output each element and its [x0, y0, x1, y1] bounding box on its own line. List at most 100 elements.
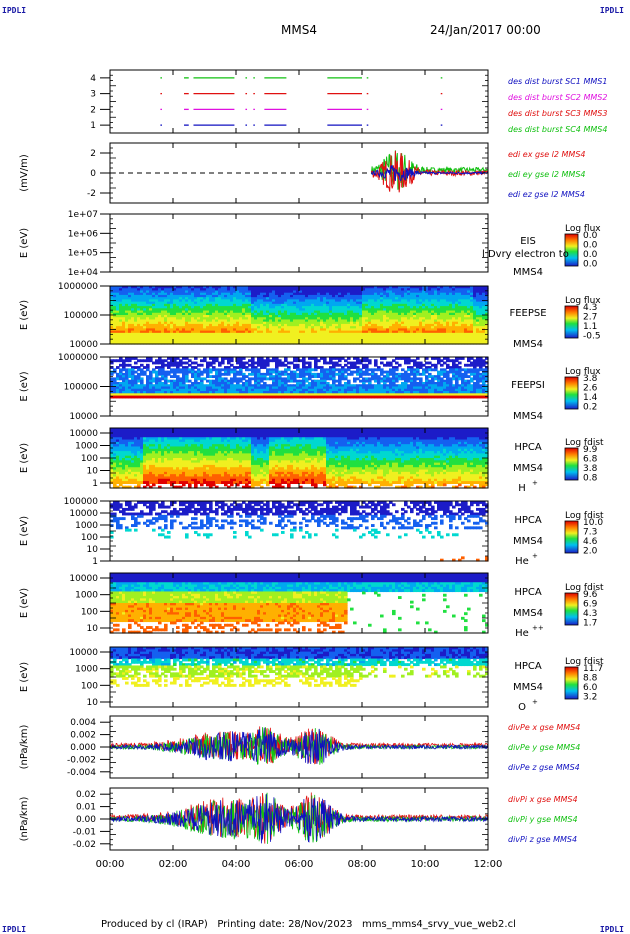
feepse-pixel — [188, 317, 192, 321]
feepse-pixel — [152, 299, 156, 303]
feepse-pixel — [188, 292, 192, 296]
feepse-pixel — [182, 299, 186, 303]
feepse-pixel — [119, 308, 123, 312]
feepse-pixel — [188, 332, 192, 336]
feepse-pixel — [143, 306, 147, 309]
feepse-pixel — [170, 303, 174, 307]
feepse-pixel — [233, 332, 237, 336]
feepse-pixel — [152, 315, 156, 318]
feepse-pixel — [230, 319, 234, 323]
feepse-pixel — [191, 308, 195, 312]
feepse-pixel — [239, 326, 243, 329]
feepse-pixel — [203, 337, 207, 341]
feepse-pixel — [218, 308, 222, 312]
feepse-pixel — [164, 297, 168, 300]
feepse-pixel — [188, 315, 192, 318]
feepse-pixel — [188, 321, 192, 325]
feepse-pixel — [227, 339, 231, 343]
feepse-pixel — [227, 306, 231, 309]
feepse-pixel — [176, 328, 180, 332]
feepse-pixel — [140, 303, 144, 307]
feepse-pixel — [179, 303, 183, 307]
feepse-pixel — [149, 308, 153, 312]
feepse-pixel — [122, 299, 126, 303]
feepse-pixel — [197, 290, 201, 294]
feepse-pixel — [209, 303, 213, 307]
feepse-pixel — [191, 301, 195, 305]
feepse-pixel — [128, 332, 132, 336]
feepse-pixel — [164, 290, 168, 294]
feepse-pixel — [155, 292, 159, 296]
feepse-pixel — [167, 326, 171, 329]
feepse-pixel — [230, 335, 234, 338]
feepse-pixel — [197, 332, 201, 336]
feepse-pixel — [203, 323, 207, 327]
feepse-pixel — [125, 310, 129, 314]
feepsi-pixel — [266, 363, 270, 367]
feepse-pixel — [236, 328, 240, 332]
feepse-pixel — [191, 292, 195, 296]
feepse-pixel — [140, 308, 144, 312]
feepse-pixel — [137, 332, 141, 336]
feepse-pixel — [179, 339, 183, 343]
feepse-pixel — [218, 294, 222, 298]
feepse-pixel — [119, 321, 123, 325]
feepse-pixel — [143, 319, 147, 323]
feepse-pixel — [218, 303, 222, 307]
feepse-pixel — [191, 321, 195, 325]
feepse-pixel — [191, 312, 195, 316]
feepse-pixel — [116, 312, 120, 316]
feepse-pixel — [137, 301, 141, 305]
feepse-pixel — [173, 335, 177, 338]
feepse-pixel — [146, 299, 150, 303]
feepse-pixel — [125, 335, 129, 338]
feepse-pixel — [242, 323, 246, 327]
feepse-pixel — [119, 312, 123, 316]
feepse-pixel — [215, 332, 219, 336]
feepse-pixel — [245, 332, 249, 336]
feepse-pixel — [230, 308, 234, 312]
feepse-pixel — [236, 303, 240, 307]
feepse-pixel — [206, 288, 210, 292]
feepse-pixel — [236, 317, 240, 321]
feepse-pixel — [170, 294, 174, 298]
feepse-pixel — [131, 306, 135, 309]
feepse-pixel — [173, 288, 177, 292]
feepse-pixel — [194, 306, 198, 309]
feepse-pixel — [158, 303, 162, 307]
feepse-pixel — [134, 317, 138, 321]
feepse-pixel — [224, 339, 228, 343]
feepse-pixel — [161, 301, 165, 305]
feepse-pixel — [167, 330, 171, 334]
feepsi-pixel — [221, 361, 225, 365]
feepse-pixel — [137, 288, 141, 292]
feepse-pixel — [113, 312, 117, 316]
feepse-pixel — [170, 321, 174, 325]
feepse-pixel — [116, 341, 120, 345]
feepse-pixel — [176, 299, 180, 303]
feepse-pixel — [113, 323, 117, 327]
feepse-pixel — [122, 339, 126, 343]
feepse-pixel — [119, 323, 123, 327]
feepse-pixel — [146, 292, 150, 296]
feepse-pixel — [143, 328, 147, 332]
feepse-pixel — [134, 319, 138, 323]
feepse-pixel — [140, 299, 144, 303]
feepse-pixel — [221, 308, 225, 312]
feepse-pixel — [170, 288, 174, 292]
feepse-pixel — [125, 330, 129, 334]
feepse-pixel — [176, 290, 180, 294]
feepse-pixel — [227, 321, 231, 325]
feepse-pixel — [221, 319, 225, 323]
feepse-pixel — [176, 341, 180, 345]
feepse-pixel — [230, 315, 234, 318]
feepse-pixel — [239, 339, 243, 343]
feepse-pixel — [230, 341, 234, 345]
feepse-pixel — [212, 317, 216, 321]
feepse-pixel — [212, 326, 216, 329]
feepse-pixel — [224, 315, 228, 318]
feepse-pixel — [236, 308, 240, 312]
feepse-pixel — [215, 337, 219, 341]
feepse-pixel — [209, 290, 213, 294]
